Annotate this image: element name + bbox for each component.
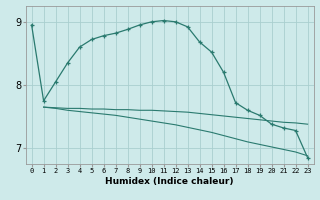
X-axis label: Humidex (Indice chaleur): Humidex (Indice chaleur) [105, 177, 234, 186]
